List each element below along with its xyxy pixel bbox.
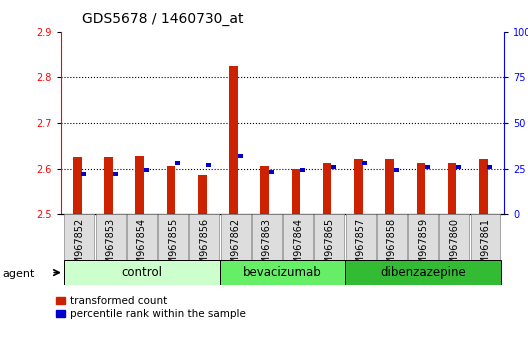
Bar: [229, 66, 238, 214]
FancyBboxPatch shape: [96, 214, 126, 260]
Bar: [362, 161, 367, 165]
FancyBboxPatch shape: [64, 260, 220, 285]
Bar: [144, 169, 149, 172]
Text: GDS5678 / 1460730_at: GDS5678 / 1460730_at: [82, 12, 243, 27]
Bar: [238, 154, 242, 158]
Bar: [479, 159, 487, 214]
Bar: [425, 165, 430, 169]
Bar: [73, 157, 81, 214]
FancyBboxPatch shape: [377, 214, 407, 260]
Text: GSM967852: GSM967852: [74, 218, 84, 277]
FancyBboxPatch shape: [64, 214, 95, 260]
Bar: [448, 163, 456, 214]
Text: GSM967856: GSM967856: [200, 218, 210, 277]
FancyBboxPatch shape: [252, 214, 282, 260]
Bar: [487, 165, 493, 169]
FancyBboxPatch shape: [190, 214, 220, 260]
FancyBboxPatch shape: [470, 214, 501, 260]
Bar: [112, 172, 118, 176]
Bar: [175, 161, 180, 165]
Bar: [198, 176, 206, 214]
Text: GSM967855: GSM967855: [168, 218, 178, 277]
FancyBboxPatch shape: [314, 214, 344, 260]
FancyBboxPatch shape: [439, 214, 469, 260]
Text: dibenzazepine: dibenzazepine: [380, 266, 466, 279]
Text: GSM967858: GSM967858: [387, 218, 397, 277]
Bar: [104, 157, 113, 214]
Text: GSM967861: GSM967861: [480, 218, 491, 277]
Bar: [354, 159, 363, 214]
Bar: [269, 170, 274, 174]
Bar: [291, 169, 300, 214]
Bar: [417, 163, 425, 214]
Bar: [331, 165, 336, 169]
FancyBboxPatch shape: [127, 214, 157, 260]
Bar: [136, 156, 144, 214]
FancyBboxPatch shape: [220, 260, 345, 285]
FancyBboxPatch shape: [283, 214, 313, 260]
Bar: [81, 172, 87, 176]
FancyBboxPatch shape: [221, 214, 251, 260]
Bar: [167, 166, 175, 214]
Text: control: control: [121, 266, 163, 279]
Bar: [394, 169, 399, 172]
FancyBboxPatch shape: [345, 214, 375, 260]
Bar: [206, 163, 211, 167]
Bar: [260, 166, 269, 214]
Text: bevacizumab: bevacizumab: [243, 266, 322, 279]
FancyBboxPatch shape: [345, 260, 501, 285]
Text: GSM967859: GSM967859: [418, 218, 428, 277]
Legend: transformed count, percentile rank within the sample: transformed count, percentile rank withi…: [52, 292, 250, 324]
FancyBboxPatch shape: [158, 214, 188, 260]
Text: agent: agent: [3, 269, 35, 279]
Bar: [385, 159, 394, 214]
FancyBboxPatch shape: [408, 214, 438, 260]
Text: GSM967854: GSM967854: [137, 218, 147, 277]
Text: GSM967860: GSM967860: [449, 218, 459, 277]
Bar: [323, 163, 332, 214]
Text: GSM967853: GSM967853: [106, 218, 116, 277]
Text: GSM967857: GSM967857: [355, 218, 365, 277]
Text: GSM967864: GSM967864: [293, 218, 303, 277]
Text: GSM967862: GSM967862: [231, 218, 241, 277]
Text: GSM967863: GSM967863: [262, 218, 272, 277]
Bar: [456, 165, 461, 169]
Text: GSM967865: GSM967865: [324, 218, 334, 277]
Bar: [300, 169, 305, 172]
